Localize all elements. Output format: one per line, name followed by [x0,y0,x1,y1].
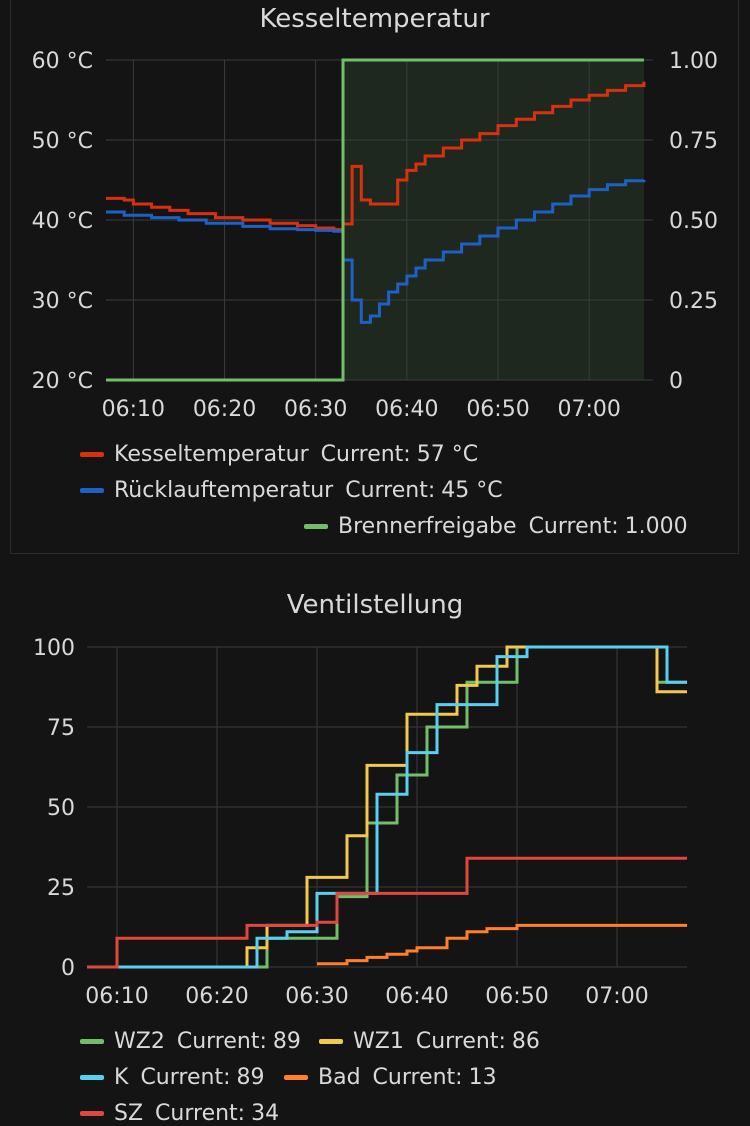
y-tick-label: 0 [61,956,75,981]
y-tick-label: 40 °C [32,209,93,234]
x-tick-label: 06:30 [285,984,348,1009]
legend-current-label: Current: [320,442,411,467]
legend-swatch [80,488,104,493]
legend-swatch [80,452,104,457]
x-tick-label: 06:40 [375,397,438,422]
legend-swatch [284,1075,308,1080]
ventilstellung-panel: Ventilstellung 0 25 50 75 100 06:10 06:20 06:30… [0,575,750,1126]
legend-name: K [114,1065,129,1090]
legend-current-value: 86 [511,1029,540,1054]
legend-name: SZ [114,1101,144,1126]
legend-item-wz1[interactable]: WZ1 Current: 86 [319,1029,540,1054]
legend-item-sz[interactable]: SZ Current: 34 [80,1101,279,1126]
legend-current-value: 45 °C [441,478,503,503]
series-line-r-cklauftemperatur [106,179,646,324]
y-tick-label: 30 °C [32,289,93,314]
legend-swatch [80,1075,104,1080]
legend-name: Kesseltemperatur [114,442,309,467]
legend-item-wz2[interactable]: WZ2 Current: 89 [80,1029,301,1054]
series-line-brennerfreigabe [106,58,644,382]
legend-name: WZ1 [353,1029,404,1054]
legend-item-kesseltemperatur[interactable]: Kesseltemperatur Current: 57 °C [80,442,478,467]
legend-swatch [80,1111,104,1116]
y-tick-label: 60 °C [32,49,93,74]
series-line-sz [87,856,687,969]
legend-name: Rücklauftemperatur [114,478,334,503]
legend-current-label: Current: [155,1101,246,1126]
legend-item-ruecklauftemperatur[interactable]: Rücklauftemperatur Current: 45 °C [80,478,503,503]
y-tick-label: 75 [47,716,75,741]
legend-current-value: 13 [468,1065,497,1090]
x-tick-label: 06:20 [193,397,256,422]
legend-current-value: 34 [251,1101,280,1126]
x-tick-label: 06:30 [284,397,347,422]
legend-item-bad[interactable]: Bad Current: 13 [284,1065,497,1090]
series-line-kesseltemperatur [106,81,646,232]
x-tick-label: 07:00 [585,984,648,1009]
legend-current-label: Current: [345,478,436,503]
series-line-k [87,645,687,969]
x-tick-label: 06:50 [485,984,548,1009]
legend-swatch [319,1039,343,1044]
y-tick-label: 100 [33,636,75,661]
y-tick-label: 20 °C [32,369,93,394]
kesseltemperatur-panel: Kesseltemperatur 20 °C 30 °C 40 °C 50 °C 60 … [10,0,739,554]
legend-current-label: Current: [140,1065,231,1090]
legend-current-value: 1.000 [624,514,688,539]
series-line-bad [317,923,687,966]
y-tick-label: 25 [47,876,75,901]
legend-name: Bad [318,1065,361,1090]
y-right-tick-label: 0.25 [669,289,718,314]
x-tick-label: 07:00 [557,397,620,422]
legend-current-label: Current: [415,1029,506,1054]
legend-swatch [80,1039,104,1044]
y-right-tick-label: 0.50 [669,209,718,234]
panel-title[interactable]: Ventilstellung [286,590,464,620]
x-tick-label: 06:50 [466,397,529,422]
x-tick-label: 06:10 [85,984,148,1009]
panel-title[interactable]: Kesseltemperatur [259,4,490,34]
y-tick-label: 50 °C [32,129,93,154]
series-line-wz1 [87,645,687,969]
ventilstellung-chart: 0 25 50 75 100 06:10 06:20 06:30 06:40 06:50 07:00 [33,636,687,1009]
x-tick-label: 06:10 [102,397,165,422]
x-tick-label: 06:40 [385,984,448,1009]
legend-current-label: Current: [176,1029,267,1054]
legend-current-label: Current: [372,1065,463,1090]
legend-current-label: Current: [528,514,619,539]
legend-name: WZ2 [114,1029,165,1054]
legend-current-value: 89 [236,1065,265,1090]
legend-item-k[interactable]: K Current: 89 [80,1065,264,1090]
y-right-tick-label: 0 [669,369,683,394]
y-right-tick-label: 1.00 [669,49,718,74]
kesseltemperatur-chart: 20 °C 30 °C 40 °C 50 °C 60 °C 0 0.25 0.50 0.75 1.… [32,49,718,422]
legend-item-brennerfreigabe[interactable]: Brennerfreigabe Current: 1.000 [304,514,688,539]
legend-name: Brennerfreigabe [338,514,517,539]
y-tick-label: 50 [47,796,75,821]
legend-current-value: 89 [272,1029,301,1054]
legend-current-value: 57 °C [416,442,479,467]
y-right-tick-label: 0.75 [669,129,718,154]
legend-swatch [304,524,328,529]
x-tick-label: 06:20 [185,984,248,1009]
